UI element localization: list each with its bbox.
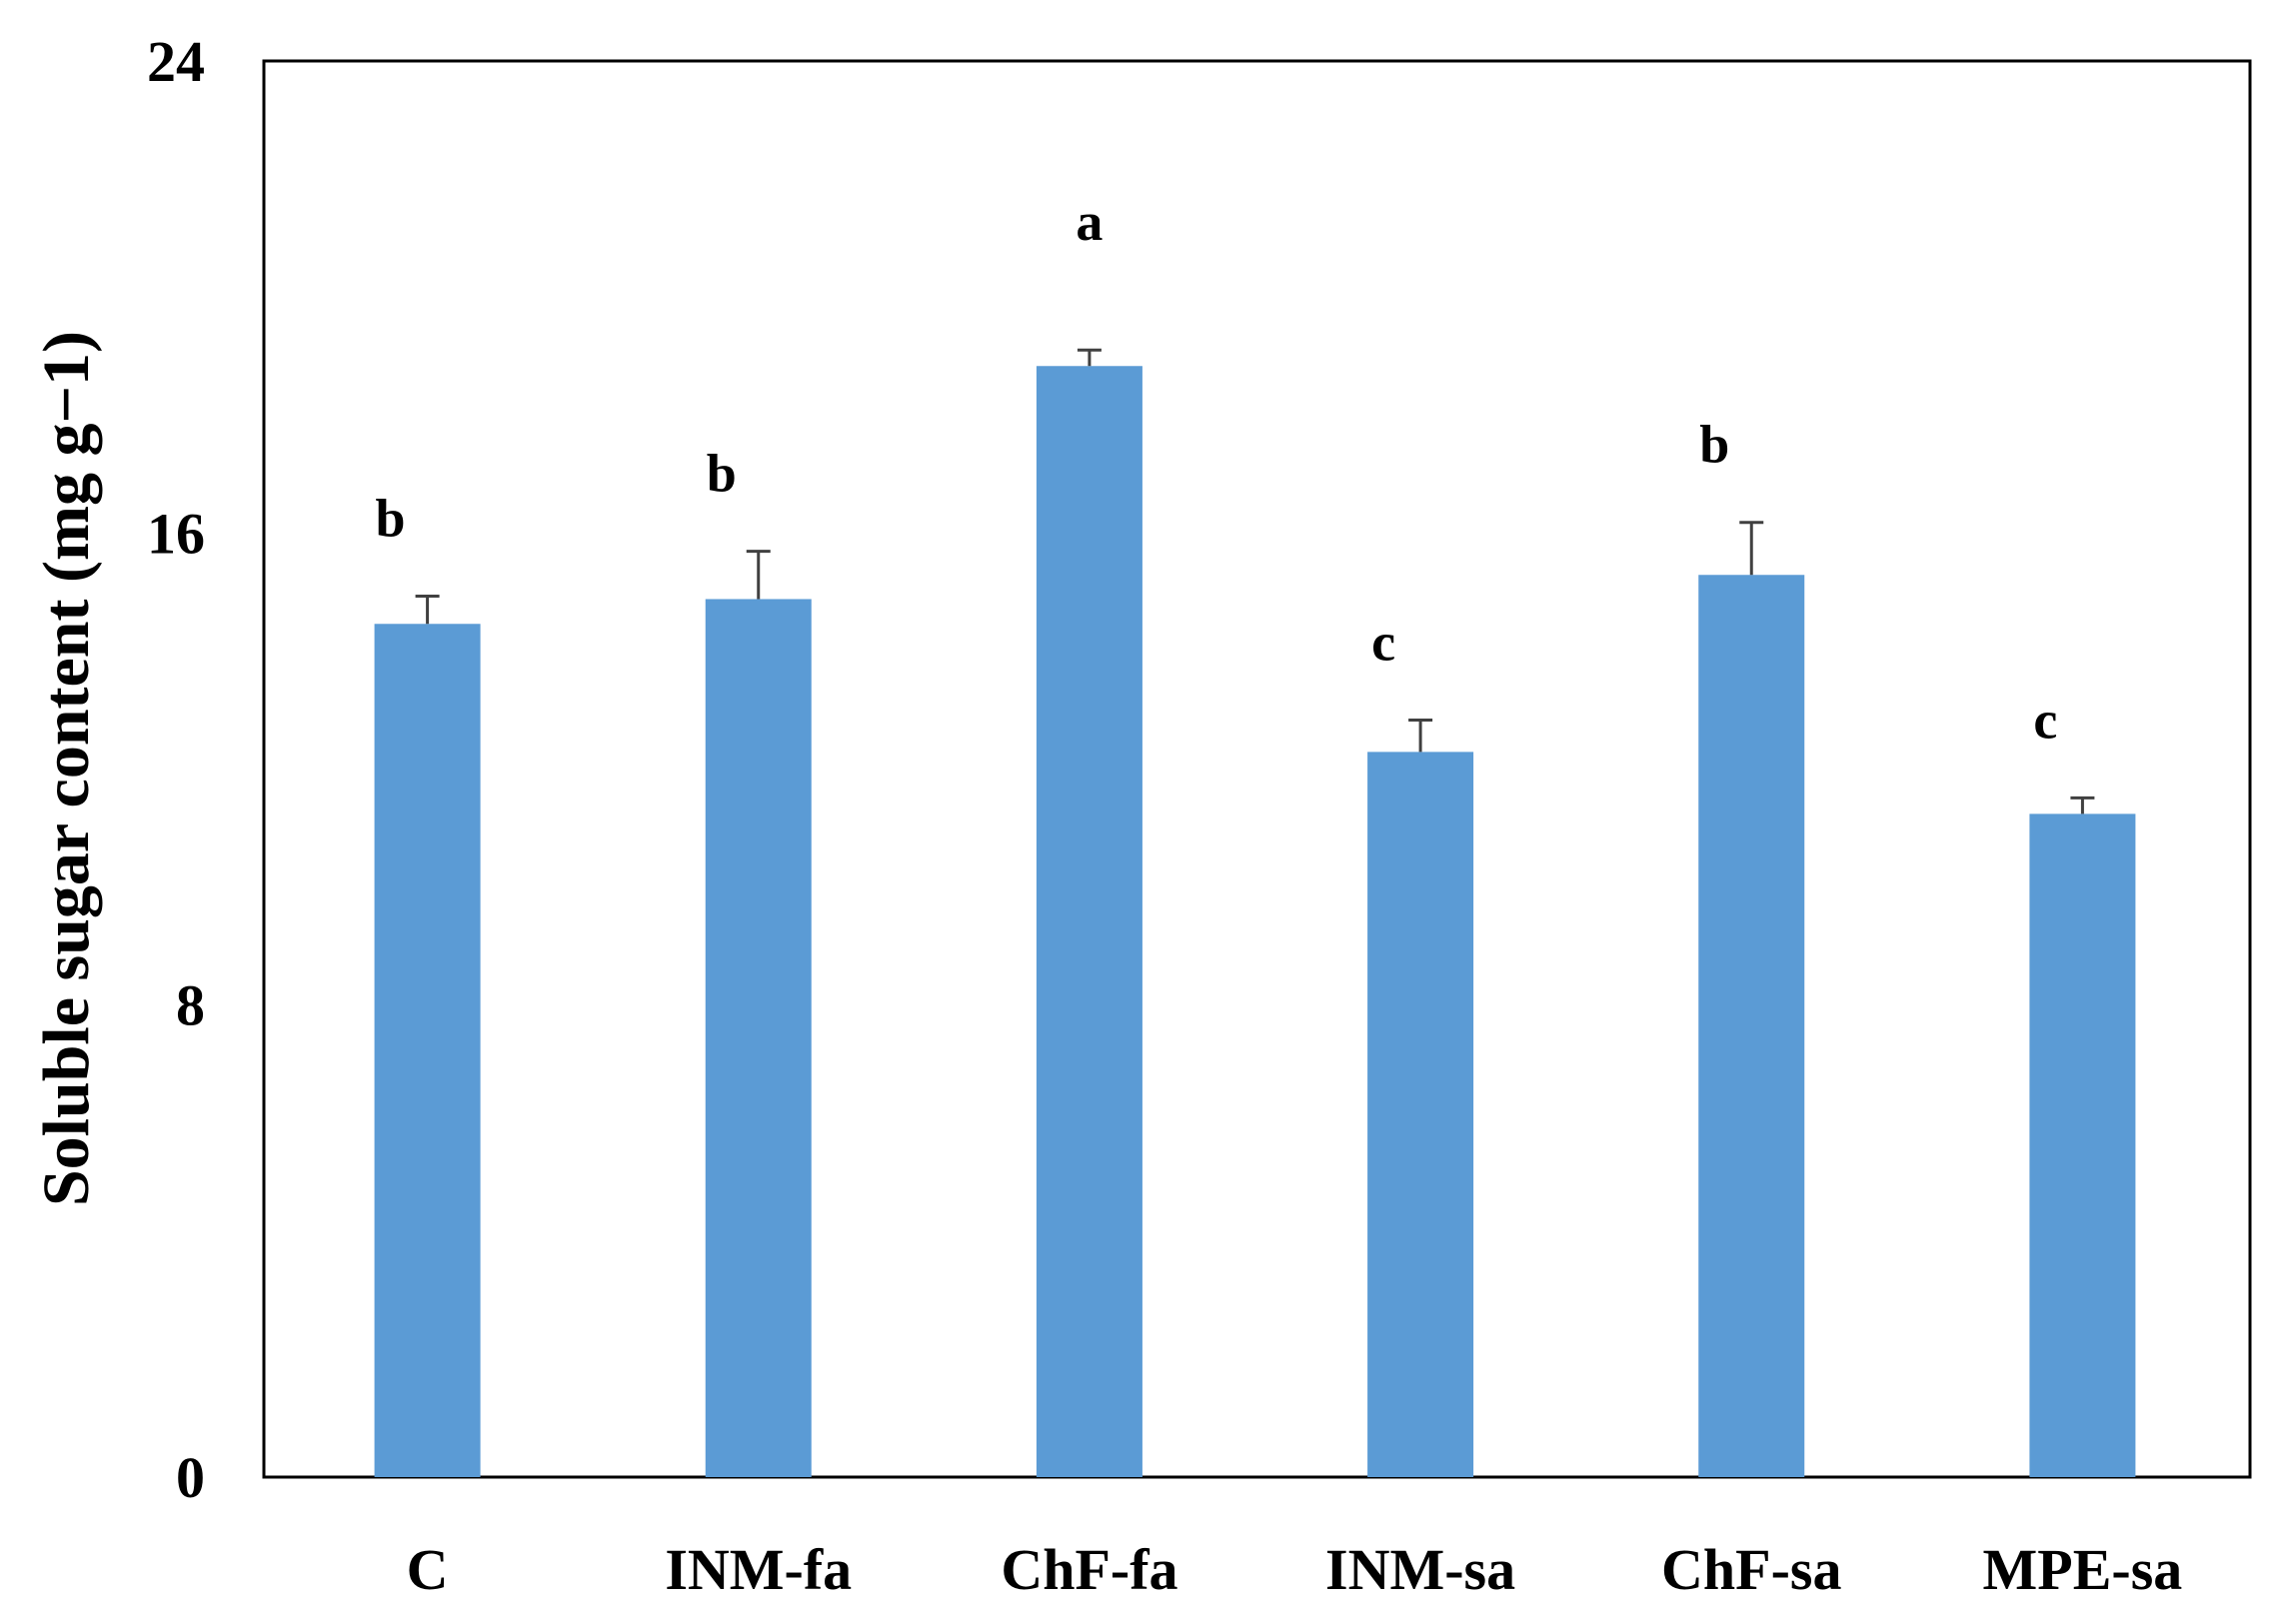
bar [1367, 752, 1474, 1477]
y-tick-label: 0 [176, 1445, 205, 1510]
x-tick-label: INM-sa [1325, 1537, 1515, 1602]
significance-letter: b [707, 444, 737, 504]
x-tick-label: ChF-fa [1001, 1537, 1177, 1602]
significance-letter: c [1371, 612, 1395, 672]
y-axis-label: Soluble sugar content (mg g−1) [30, 331, 103, 1206]
significance-letter: c [2033, 690, 2057, 750]
x-tick-label: MPE-sa [1983, 1537, 2183, 1602]
x-tick-label: ChF-sa [1661, 1537, 1841, 1602]
y-tick-label: 8 [176, 973, 205, 1038]
significance-letter: b [1699, 415, 1729, 475]
bar [2029, 813, 2136, 1477]
bar [705, 599, 812, 1477]
x-tick-label: C [407, 1537, 449, 1602]
x-tick-label: INM-fa [665, 1537, 852, 1602]
bar [374, 624, 481, 1477]
significance-letter: b [376, 489, 406, 549]
bar [1698, 575, 1805, 1477]
y-tick-label: 16 [147, 501, 205, 566]
plot-frame [262, 59, 2252, 1479]
bar [1036, 366, 1142, 1478]
y-tick-label: 24 [147, 29, 205, 94]
significance-letter: a [1076, 192, 1103, 252]
